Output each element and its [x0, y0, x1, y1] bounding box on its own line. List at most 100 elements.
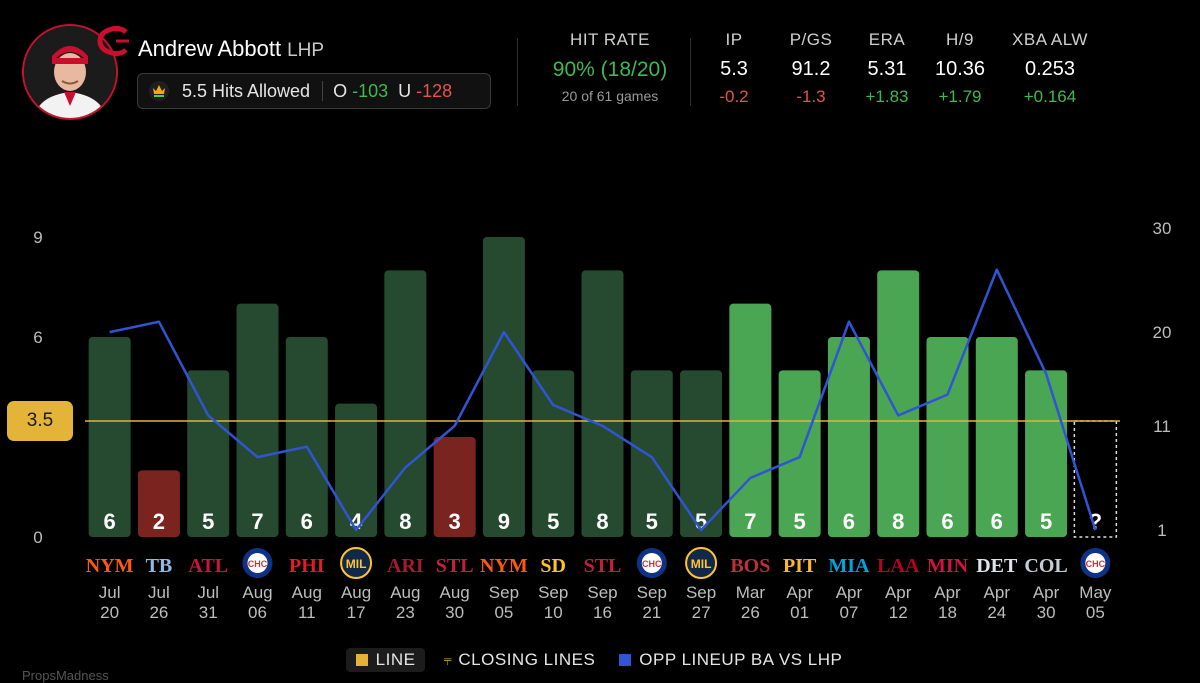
x-tick-day: 10	[544, 603, 563, 622]
opponent-logo-icon: PHI	[289, 555, 325, 577]
opponent-logo-brewers-icon	[685, 547, 718, 579]
opponent-logo-brewers-icon	[340, 547, 373, 579]
bar	[285, 337, 328, 537]
x-tick-month: Aug	[292, 583, 322, 602]
chart-legend: LINE ⫧ CLOSING LINES OPP LINEUP BA VS LH…	[0, 648, 1200, 672]
x-tick-day: 27	[692, 603, 711, 622]
line-value-badge[interactable]: 3.5	[7, 401, 73, 441]
header-divider-2	[690, 38, 691, 106]
legend-line[interactable]: LINE	[345, 648, 426, 672]
opponent-logo-icon: STL	[584, 555, 622, 577]
x-tick-day: 17	[347, 603, 366, 622]
stat-label: P/GS	[789, 30, 833, 49]
x-tick-day: 24	[987, 603, 1006, 622]
prop-separator	[322, 81, 324, 101]
bar	[581, 270, 624, 537]
x-tick-month: Apr	[984, 583, 1011, 602]
x-tick-month: Apr	[786, 583, 813, 602]
stat-value: 91.2	[791, 58, 831, 80]
opponent-logo-icon: LAA	[877, 555, 920, 577]
bar	[137, 470, 180, 537]
x-tick-month: Sep	[686, 583, 716, 602]
legend-opp-ba[interactable]: OPP LINEUP BA VS LHP	[619, 650, 842, 670]
x-tick-month: Apr	[1033, 583, 1060, 602]
header-divider	[517, 38, 518, 106]
x-tick-day: 18	[938, 603, 957, 622]
opponent-logo-icon: ARI	[387, 555, 424, 577]
opponent-logo-icon: MIA	[828, 555, 870, 577]
x-tick-day: 12	[889, 603, 908, 622]
header: Andrew Abbott LHP 5.5 Hits Allowed O -103…	[0, 0, 1200, 130]
opponent-logo-icon: ATL	[188, 555, 228, 577]
opponent-abbr: CHC	[1086, 559, 1106, 569]
legend-line-swatch	[355, 654, 368, 666]
legend-line-label: LINE	[375, 650, 416, 669]
x-tick-month: Aug	[341, 583, 371, 602]
x-tick-day: 23	[396, 603, 415, 622]
bar	[482, 237, 525, 537]
right-axis-tick: 20	[1153, 323, 1172, 342]
opponent-logo-icon: BOS	[730, 555, 770, 577]
stat-label: IP	[725, 30, 743, 49]
left-axis-tick: 9	[33, 228, 42, 247]
x-tick-month: Sep	[489, 583, 519, 602]
opponent-abbr: MIL	[346, 557, 367, 571]
x-tick-month: Aug	[390, 583, 420, 602]
bar	[1025, 370, 1068, 537]
stat-diff: +1.83	[865, 87, 909, 106]
opponent-logo-icon: TB	[146, 555, 173, 577]
right-axis-tick: 30	[1153, 219, 1172, 238]
x-tick-month: Jul	[197, 583, 219, 602]
x-tick-day: 20	[100, 603, 119, 622]
legend-closing-lines[interactable]: ⫧ CLOSING LINES	[443, 650, 595, 670]
bar	[975, 337, 1018, 537]
opponent-logo-icon: COL	[1024, 555, 1067, 577]
stat-xba-alw: XBA ALW 0.253 +0.164	[1000, 30, 1100, 107]
stat-label: ERA	[868, 30, 906, 49]
bar-value-label: 5	[646, 509, 658, 534]
x-tick-day: 26	[149, 603, 168, 622]
stat-diff: -1.3	[796, 87, 826, 106]
bar	[187, 370, 230, 537]
bar	[88, 337, 131, 537]
opponent-logo-icon: NYM	[480, 555, 528, 577]
x-tick-month: Jul	[148, 583, 170, 602]
bar-value-label: 8	[892, 509, 904, 534]
legend-opp-ba-label: OPP LINEUP BA VS LHP	[639, 650, 843, 669]
left-axis-tick: 0	[33, 528, 42, 547]
stat-value: 0.253	[1024, 58, 1076, 80]
x-tick-day: 06	[248, 603, 267, 622]
bar	[926, 337, 969, 537]
opponent-abbr: MIL	[691, 557, 712, 571]
bar-value-label: 3	[449, 509, 461, 534]
legend-closing-label: CLOSING LINES	[458, 650, 596, 669]
bar-value-label: 4	[350, 509, 363, 534]
bar-value-label: 9	[498, 509, 510, 534]
bar-value-label: 6	[941, 509, 953, 534]
bar	[532, 370, 575, 537]
stat-ip: IP 5.3 -0.2	[684, 30, 784, 107]
x-tick-day: 26	[741, 603, 760, 622]
bar-value-label: 5	[202, 509, 214, 534]
x-tick-day: 31	[199, 603, 218, 622]
watermark: PropsMadness	[22, 668, 109, 683]
bar-value-label: 7	[251, 509, 263, 534]
x-tick-day: 05	[1086, 603, 1105, 622]
prop-selector[interactable]: 5.5 Hits Allowed O -103 U -128	[137, 73, 491, 109]
bar-value-label: 6	[301, 509, 313, 534]
bar	[384, 270, 427, 537]
stat-label: XBA ALW	[1012, 30, 1088, 49]
stat-label: H/9	[946, 30, 974, 49]
over-prefix: O	[333, 80, 348, 101]
bar-value-label: 2	[153, 509, 165, 534]
stat-diff: +0.164	[1023, 87, 1077, 106]
bar-value-label: 5	[1040, 509, 1052, 534]
opponent-logo-cubs-inner	[1085, 553, 1106, 573]
bar-value-label: 6	[104, 509, 116, 534]
bar-value-label: 5	[794, 509, 806, 534]
bar	[877, 270, 920, 537]
bar-value-label: 6	[843, 509, 855, 534]
x-tick-day: 16	[593, 603, 612, 622]
hit-rate-value: 90% (18/20)	[552, 58, 668, 81]
opponent-logo-icon: MIN	[927, 555, 969, 577]
